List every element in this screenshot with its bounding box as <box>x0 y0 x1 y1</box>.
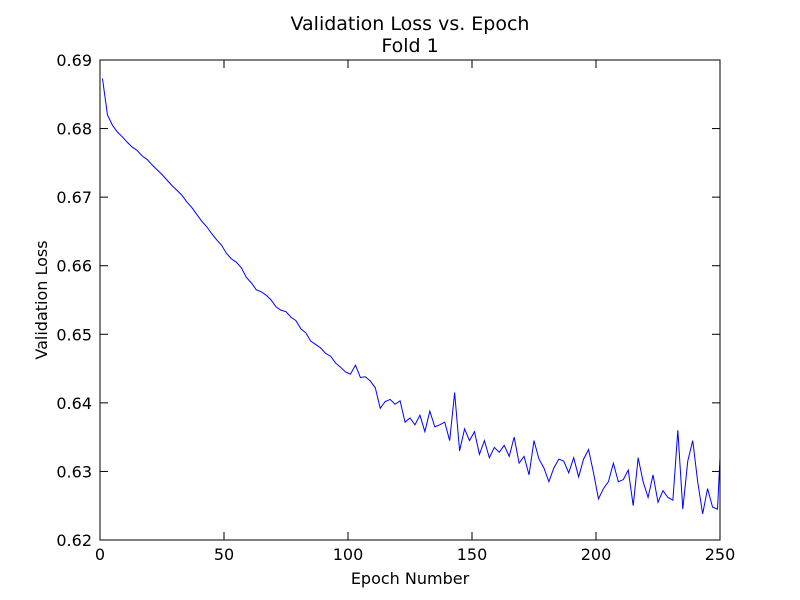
plot-frame <box>99 59 721 541</box>
y-tick-label: 0.62 <box>56 531 92 550</box>
x-tick-label: 150 <box>457 545 488 564</box>
data-line <box>101 78 721 515</box>
chart-subtitle: Fold 1 <box>381 35 438 57</box>
y-tick-label: 0.69 <box>56 51 92 70</box>
y-tick-label: 0.66 <box>56 257 92 276</box>
y-tick-label: 0.68 <box>56 120 92 139</box>
x-tick-label: 200 <box>581 545 612 564</box>
x-tick-label: 50 <box>214 545 234 564</box>
y-axis-label: Validation Loss <box>32 240 51 359</box>
x-tick-label: 100 <box>333 545 364 564</box>
y-tick-label: 0.67 <box>56 188 92 207</box>
x-tick-label: 0 <box>95 545 105 564</box>
y-tick-label: 0.64 <box>56 394 92 413</box>
chart-title: Validation Loss vs. Epoch <box>291 13 530 35</box>
y-tick-label: 0.63 <box>56 462 92 481</box>
x-tick-label: 250 <box>705 545 736 564</box>
y-tick-label: 0.65 <box>56 325 92 344</box>
x-axis-label: Epoch Number <box>351 569 470 588</box>
